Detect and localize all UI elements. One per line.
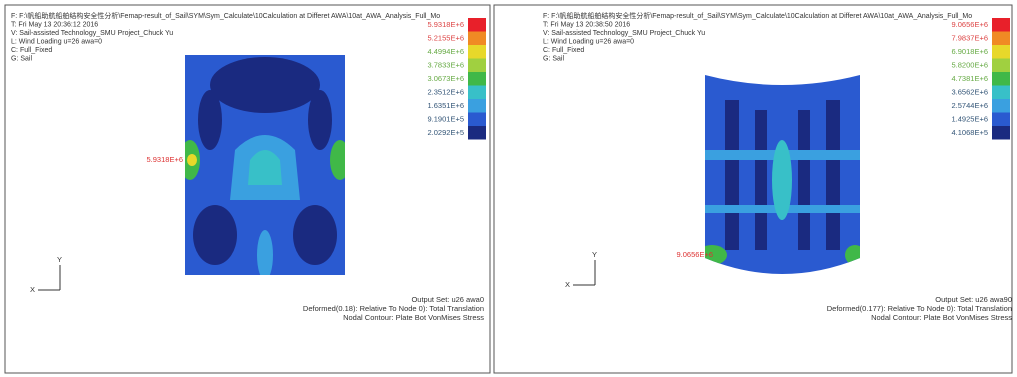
header-line: T: Fri May 13 20:36:12 2016 xyxy=(11,21,98,28)
legend-label: 4.7381E+6 xyxy=(952,74,989,83)
legend-swatch xyxy=(468,32,486,46)
contour-plot xyxy=(697,70,865,295)
legend-label: 5.8200E+6 xyxy=(952,60,989,69)
header-line: C: Full_Fixed xyxy=(11,47,52,54)
legend-label: 5.2155E+6 xyxy=(428,33,465,42)
legend-swatch xyxy=(468,113,486,127)
footer-line: Nodal Contour: Plate Bot VonMises Stress xyxy=(871,313,1012,322)
legend-swatch xyxy=(468,18,486,32)
legend-label: 3.0673E+6 xyxy=(428,74,465,83)
legend-swatch xyxy=(992,113,1010,127)
legend-label: 3.7833E+6 xyxy=(428,60,465,69)
footer-line: Nodal Contour: Plate Bot VonMises Stress xyxy=(343,313,484,322)
max-label: 9.0656E+6 xyxy=(677,250,714,259)
legend-label: 9.0656E+6 xyxy=(952,20,989,29)
legend-label: 3.6562E+6 xyxy=(952,87,989,96)
contour-plot xyxy=(180,55,350,280)
legend-label: 4.4994E+6 xyxy=(428,47,465,56)
legend-swatch xyxy=(992,32,1010,46)
axis-y-label: Y xyxy=(592,250,597,259)
header-line: T: Fri May 13 20:38:50 2016 xyxy=(543,21,630,28)
legend-label: 2.0292E+5 xyxy=(428,128,465,137)
legend-swatch xyxy=(468,59,486,73)
footer-line: Deformed(0.18): Relative To Node 0): Tot… xyxy=(303,304,484,313)
header-line: F: F:\帆船助航船舶结构安全性分析\Femap-result_of_Sail… xyxy=(543,11,972,20)
header-line: C: Full_Fixed xyxy=(543,47,584,54)
footer-line: Deformed(0.177): Relative To Node 0): To… xyxy=(827,304,1012,313)
max-label: 5.9318E+6 xyxy=(147,155,184,164)
legend-swatch xyxy=(992,59,1010,73)
header-line: V: Sail-assisted Technology_SMU Project_… xyxy=(543,30,705,37)
header-line: F: F:\帆船助航船舶结构安全性分析\Femap-result_of_Sail… xyxy=(11,11,440,20)
legend-label: 4.1068E+5 xyxy=(952,128,989,137)
footer-line: Output Set: u26 awa90 xyxy=(935,295,1012,304)
page: {"panels":[ {"header":["F: F:\\帆船助航船舶结构安… xyxy=(0,0,1017,377)
legend-label: 9.1901E+5 xyxy=(428,114,465,123)
legend-swatch xyxy=(992,72,1010,86)
header-line: G: Sail xyxy=(543,55,564,62)
legend-swatch xyxy=(992,126,1010,140)
legend-swatch xyxy=(992,99,1010,113)
axis-y-label: Y xyxy=(57,255,62,264)
legend-swatch xyxy=(468,72,486,86)
legend-label: 6.9018E+6 xyxy=(952,47,989,56)
legend-swatch xyxy=(468,45,486,59)
legend-swatch xyxy=(468,86,486,100)
header-line: L: Wind Loading u=26 awa=0 xyxy=(11,38,102,45)
legend-swatch xyxy=(992,45,1010,59)
axis-x-label: X xyxy=(30,285,35,294)
legend-label: 1.4925E+6 xyxy=(952,114,989,123)
header-line: G: Sail xyxy=(11,55,32,62)
legend-swatch xyxy=(992,86,1010,100)
header-line: V: Sail-assisted Technology_SMU Project_… xyxy=(11,30,173,37)
axis-x-label: X xyxy=(565,280,570,289)
legend-label: 1.6351E+6 xyxy=(428,101,465,110)
legend-swatch xyxy=(468,126,486,140)
footer-line: Output Set: u26 awa0 xyxy=(411,295,484,304)
header-line: L: Wind Loading u=26 awa=0 xyxy=(543,38,634,45)
legend-label: 2.5744E+6 xyxy=(952,101,989,110)
legend-swatch xyxy=(468,99,486,113)
legend-label: 7.9837E+6 xyxy=(952,33,989,42)
legend-label: 5.9318E+6 xyxy=(428,20,465,29)
screenshot: F: F:\帆船助航船舶结构安全性分析\Femap-result_of_Sail… xyxy=(0,0,1017,377)
legend-swatch xyxy=(992,18,1010,32)
legend-label: 2.3512E+6 xyxy=(428,87,465,96)
